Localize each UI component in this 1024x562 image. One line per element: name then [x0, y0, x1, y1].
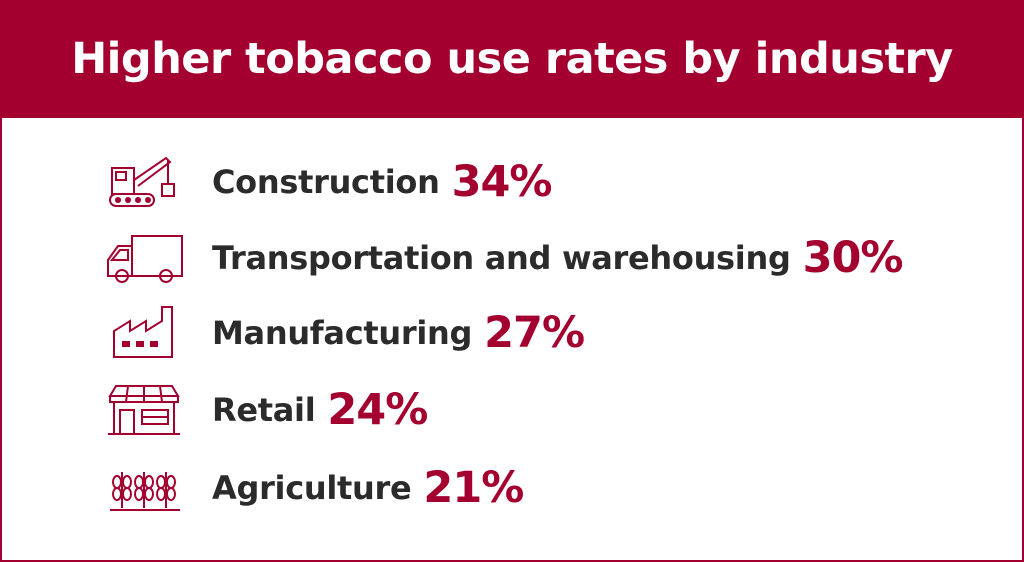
item-label: Manufacturing: [212, 314, 473, 352]
header: Higher tobacco use rates by industry: [0, 0, 1024, 118]
item-value: 27%: [484, 308, 585, 358]
wheat-icon: [110, 472, 180, 511]
item: Manufacturing 27%: [104, 303, 585, 363]
item-value: 21%: [423, 463, 524, 513]
crane-icon: [109, 156, 175, 207]
item-label: Construction: [212, 163, 440, 201]
item-value: 24%: [327, 385, 428, 435]
item-label: Agriculture: [212, 469, 412, 507]
item: Agriculture 21%: [104, 458, 524, 518]
factory-icon: [113, 306, 173, 358]
item-value: 34%: [451, 157, 553, 207]
item-value: 30%: [802, 233, 904, 283]
store-icon: [108, 385, 180, 435]
item: Retail 24%: [104, 380, 428, 440]
item-label: Transportation and warehousing: [212, 239, 791, 277]
title: Higher tobacco use rates by industry: [71, 34, 953, 84]
truck-icon: [107, 235, 183, 283]
item-label: Retail: [212, 391, 316, 429]
item: Construction 34%: [104, 152, 552, 212]
item: Transportation and warehousing 30%: [104, 228, 904, 288]
